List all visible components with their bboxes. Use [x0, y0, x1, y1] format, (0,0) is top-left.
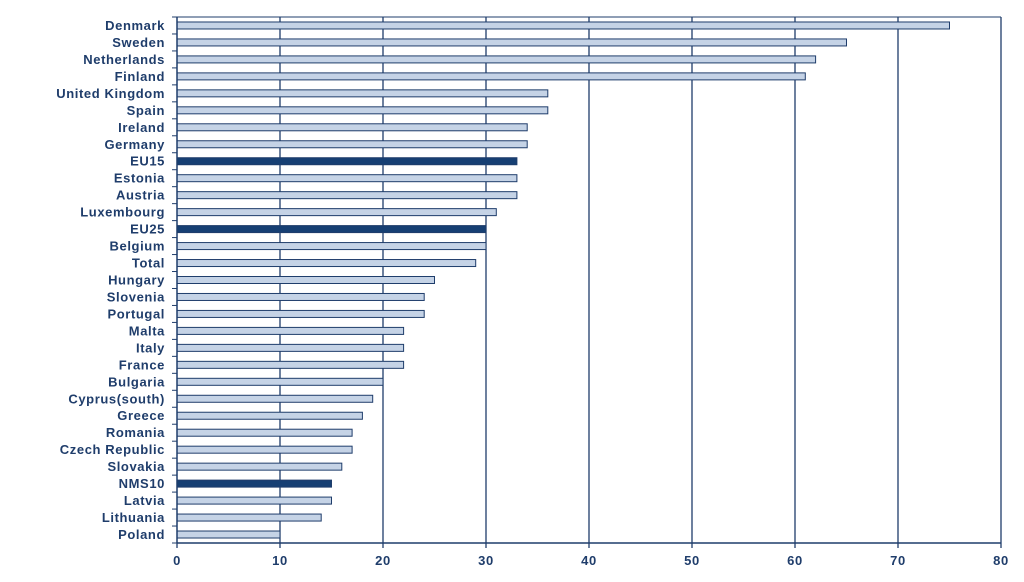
- bar-sweden: [176, 38, 847, 47]
- bar-germany: [176, 140, 528, 149]
- bar-france: [176, 360, 405, 369]
- bar-portugal: [176, 309, 425, 318]
- category-label-total: Total: [132, 256, 165, 271]
- category-label-cyprus-south: Cyprus(south): [68, 391, 165, 406]
- bar-netherlands: [176, 55, 817, 64]
- grid-layer: [279, 17, 1002, 543]
- category-label-nms10: NMS10: [119, 476, 165, 491]
- category-label-netherlands: Netherlands: [83, 52, 165, 67]
- bar-slovakia: [176, 462, 343, 471]
- bar-lithuania: [176, 513, 322, 522]
- bar-hungary: [176, 276, 435, 284]
- category-label-latvia: Latvia: [124, 493, 165, 508]
- bar-layer: [176, 21, 950, 539]
- bar-total: [176, 259, 477, 268]
- bar-finland: [176, 72, 806, 81]
- bar-greece: [176, 411, 363, 420]
- category-label-eu25: EU25: [130, 222, 165, 237]
- category-label-hungary: Hungary: [108, 273, 165, 288]
- category-label-greece: Greece: [117, 408, 165, 423]
- category-label-united-kingdom: United Kingdom: [56, 86, 165, 101]
- bar-nms10: [176, 479, 332, 488]
- category-label-estonia: Estonia: [114, 171, 165, 186]
- bar-eu25: [176, 225, 487, 234]
- category-label-malta: Malta: [129, 323, 165, 338]
- category-label-layer: Denmark Sweden Netherlands Finland United Ki…: [56, 18, 165, 542]
- bar-latvia: [176, 496, 332, 505]
- x-tick-label-30: 30: [478, 553, 494, 568]
- category-label-eu15: EU15: [130, 154, 165, 169]
- x-tick-label-60: 60: [787, 553, 803, 568]
- category-label-sweden: Sweden: [112, 35, 165, 50]
- category-label-italy: Italy: [136, 340, 165, 355]
- axis-layer: [172, 16, 1002, 548]
- bar-estonia: [176, 174, 518, 183]
- bar-bulgaria: [176, 377, 384, 386]
- bar-poland: [176, 530, 281, 539]
- x-tick-label-50: 50: [684, 553, 700, 568]
- bar-cyprus-south: [176, 394, 374, 403]
- category-label-france: France: [119, 357, 165, 372]
- category-label-portugal: Portugal: [107, 306, 165, 321]
- category-label-spain: Spain: [127, 103, 165, 118]
- category-label-luxembourg: Luxembourg: [80, 205, 165, 220]
- bar-denmark: [176, 21, 950, 30]
- category-label-finland: Finland: [115, 69, 165, 84]
- bar-czech-republic: [176, 445, 353, 454]
- x-tick-label-40: 40: [581, 553, 597, 568]
- bar-eu15: [176, 157, 518, 166]
- x-tick-label-20: 20: [375, 553, 391, 568]
- bar-united-kingdom: [176, 89, 549, 98]
- bar-spain: [176, 106, 549, 115]
- category-label-poland: Poland: [118, 527, 165, 542]
- x-tick-label-70: 70: [890, 553, 906, 568]
- bar-ireland: [176, 123, 528, 132]
- category-label-germany: Germany: [104, 137, 165, 152]
- tick-label-layer: 0 10 20 30 40 50 60 70 80: [173, 553, 1009, 568]
- category-label-romania: Romania: [106, 425, 165, 440]
- category-label-slovenia: Slovenia: [107, 289, 165, 304]
- category-label-lithuania: Lithuania: [102, 510, 165, 525]
- bar-belgium: [176, 242, 487, 251]
- x-tick-label-80: 80: [993, 553, 1009, 568]
- category-label-bulgaria: Bulgaria: [108, 374, 165, 389]
- bar-malta: [176, 326, 405, 335]
- category-label-belgium: Belgium: [110, 239, 165, 254]
- category-label-slovakia: Slovakia: [107, 459, 165, 474]
- category-label-ireland: Ireland: [118, 120, 165, 135]
- category-label-austria: Austria: [116, 188, 165, 203]
- category-label-czech-republic: Czech Republic: [60, 442, 165, 457]
- category-label-denmark: Denmark: [105, 18, 165, 33]
- bar-austria: [176, 191, 518, 200]
- bar-romania: [176, 428, 353, 437]
- bar-italy: [176, 343, 405, 352]
- bar-luxembourg: [176, 208, 497, 217]
- bar-slovenia: [176, 292, 425, 301]
- x-tick-label-0: 0: [173, 553, 181, 568]
- x-tick-label-10: 10: [272, 553, 288, 568]
